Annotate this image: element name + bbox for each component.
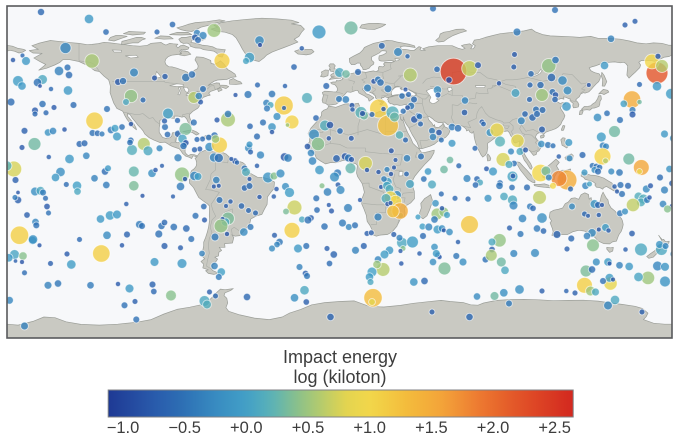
svg-text:−1.0: −1.0 xyxy=(107,419,140,437)
svg-text:+0.0: +0.0 xyxy=(230,419,263,437)
svg-text:−0.5: −0.5 xyxy=(168,419,201,437)
svg-text:+1.0: +1.0 xyxy=(353,419,386,437)
svg-text:+2.5: +2.5 xyxy=(538,419,571,437)
svg-text:+2.0: +2.0 xyxy=(477,419,510,437)
svg-text:+0.5: +0.5 xyxy=(292,419,325,437)
svg-text:log (kiloton): log (kiloton) xyxy=(293,367,386,387)
svg-text:+1.5: +1.5 xyxy=(415,419,448,437)
svg-text:Impact energy: Impact energy xyxy=(283,347,397,367)
